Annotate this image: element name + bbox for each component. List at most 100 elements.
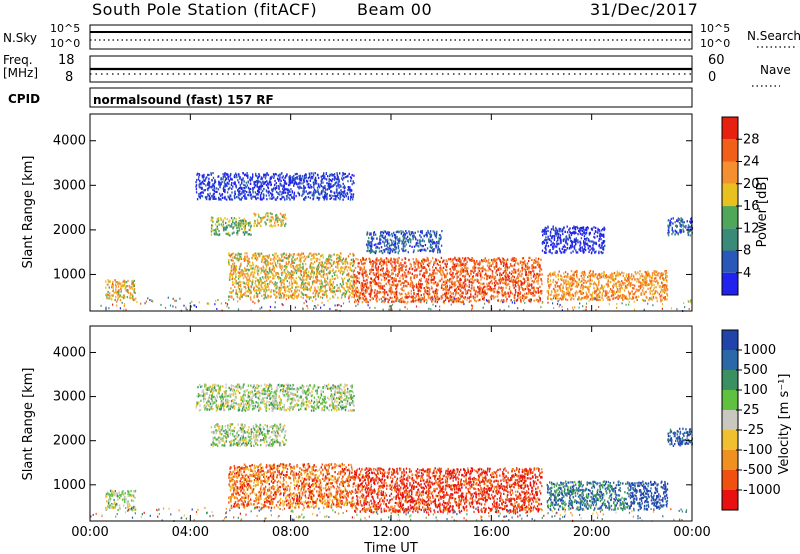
- echo-cell: [294, 289, 296, 292]
- echo-cell: [386, 240, 388, 243]
- echo-cell: [360, 292, 362, 295]
- echo-cell: [317, 272, 319, 275]
- echo-cell: [235, 265, 238, 268]
- echo-cell: [453, 265, 455, 268]
- echo-cell: [328, 187, 330, 191]
- echo-cell: [320, 264, 322, 267]
- echo-cell: [312, 172, 314, 175]
- power-cells: [100, 172, 694, 312]
- echo-cell: [656, 280, 659, 283]
- echo-cell: [373, 231, 376, 234]
- echo-cell: [369, 281, 371, 284]
- echo-cell: [287, 289, 289, 292]
- echo-cell: [453, 268, 455, 271]
- echo-cell: [284, 176, 286, 180]
- echo-cell: [254, 266, 256, 269]
- echo-cell: [212, 195, 215, 198]
- echo-cell: [237, 225, 239, 228]
- echo-cell: [492, 289, 494, 292]
- echo-cell: [133, 284, 135, 288]
- echo-cell: [386, 238, 389, 241]
- echo-cell: [505, 286, 507, 289]
- echo-cell: [426, 280, 428, 283]
- echo-cell: [304, 271, 306, 274]
- echo-cell: [366, 281, 369, 284]
- echo-cell: [289, 181, 292, 184]
- echo-cell: [514, 289, 517, 292]
- echo-cell: [258, 175, 260, 179]
- echo-cell: [116, 281, 118, 284]
- echo-cell: [432, 269, 434, 272]
- echo-cell: [280, 280, 282, 283]
- echo-cell: [303, 287, 305, 290]
- echo-cell: [277, 174, 279, 177]
- echo-cell: [501, 289, 503, 293]
- echo-cell: [291, 257, 293, 261]
- echo-cell: [330, 290, 332, 293]
- echo-cell: [481, 269, 484, 273]
- echo-cell: [346, 192, 348, 195]
- echo-cell: [314, 281, 316, 284]
- echo-cell: [430, 285, 433, 288]
- echo-cell: [583, 275, 585, 279]
- echo-cell: [267, 275, 269, 278]
- echo-cell: [373, 278, 376, 281]
- echo-cell: [371, 239, 374, 242]
- echo-cell: [505, 295, 507, 298]
- echo-cell: [235, 290, 237, 293]
- echo-cell: [378, 250, 381, 253]
- echo-cell: [299, 265, 301, 268]
- echo-cell: [487, 277, 489, 280]
- echo-cell: [212, 183, 214, 186]
- echo-cell: [385, 277, 387, 280]
- echo-cell: [351, 276, 354, 279]
- echo-cell: [322, 289, 324, 293]
- echo-cell: [429, 268, 431, 271]
- echo-cell: [508, 275, 510, 278]
- echo-cell: [385, 271, 387, 274]
- echo-cell: [414, 300, 416, 303]
- echo-cell: [534, 261, 536, 264]
- echo-cell: [284, 288, 286, 291]
- echo-cell: [381, 234, 384, 237]
- echo-cell: [292, 266, 295, 269]
- echo-cell: [354, 292, 356, 295]
- echo-cell: [370, 281, 372, 284]
- echo-cell: [486, 282, 488, 285]
- echo-cell: [386, 239, 389, 242]
- echo-cell: [387, 300, 389, 304]
- echo-cell: [380, 246, 383, 249]
- echo-cell: [238, 271, 240, 274]
- echo-cell: [512, 257, 514, 260]
- echo-cell: [256, 218, 259, 221]
- echo-cell: [424, 290, 426, 293]
- echo-cell: [201, 176, 204, 179]
- echo-cell: [334, 183, 336, 186]
- echo-cell: [479, 260, 481, 263]
- echo-cell: [383, 296, 385, 299]
- echo-cell: [276, 291, 278, 294]
- echo-cell: [531, 264, 534, 268]
- echo-cell: [356, 277, 358, 280]
- echo-cell: [261, 198, 263, 201]
- echo-cell: [395, 279, 397, 283]
- echo-cell: [260, 188, 262, 191]
- echo-cell: [117, 297, 119, 300]
- echo-cell: [333, 173, 336, 176]
- echo-cell: [309, 262, 312, 265]
- echo-cell: [405, 268, 407, 271]
- echo-cell: [521, 260, 523, 263]
- echo-cell: [532, 275, 535, 278]
- echo-cell: [291, 191, 293, 194]
- echo-cell: [421, 239, 424, 242]
- echo-cell: [454, 288, 456, 291]
- echo-cell: [379, 235, 381, 238]
- echo-cell: [218, 180, 220, 183]
- echo-cell: [125, 281, 128, 284]
- echo-cell: [270, 177, 273, 180]
- echo-cell: [385, 273, 387, 276]
- echo-cell: [273, 196, 275, 199]
- echo-cell: [220, 183, 222, 186]
- echo-cell: [506, 268, 508, 272]
- echo-cell: [481, 259, 483, 262]
